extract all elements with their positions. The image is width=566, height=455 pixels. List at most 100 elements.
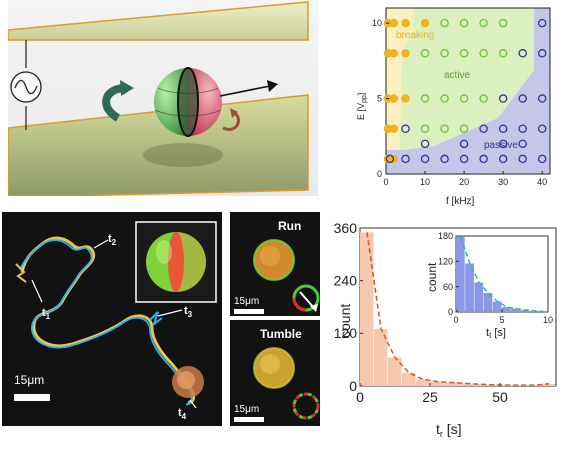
hist-y-tick-label: 360	[334, 220, 358, 236]
phase-marker-passive	[498, 124, 508, 133]
inset-fit-curve	[459, 236, 544, 312]
hist-x-tick-label: 25	[422, 389, 438, 405]
phase-marker-passive	[518, 94, 527, 103]
phase-marker-passive	[518, 124, 527, 133]
phase-marker-passive	[518, 49, 527, 58]
inset-bar	[456, 236, 465, 312]
phase-y-axis-label: E [Vpp]	[356, 93, 368, 120]
hist-x-axis-label: tr [s]	[436, 421, 462, 439]
phase-x-tick-label: 10	[420, 177, 430, 187]
svg-text:t4: t4	[178, 407, 187, 421]
hist-bar	[444, 382, 458, 386]
inset-y-tick-label: 0	[448, 307, 453, 317]
phase-marker-passive	[537, 94, 547, 103]
phase-marker-active	[420, 49, 430, 58]
phase-diagram: 0 10 20 30 40 0 5 10 breaking active passive E …	[348, 0, 562, 210]
inset-ticks: 0 5 10 0 60 120 180	[438, 231, 553, 325]
phase-marker-active	[459, 124, 469, 133]
inset-x-axis-label: tt [s]	[486, 327, 506, 340]
trajectory-path-blue	[19, 239, 193, 406]
region-label-passive: passive	[484, 140, 518, 151]
phase-y-tick-label: 10	[372, 18, 382, 28]
run-title: Run	[278, 219, 301, 233]
phase-markers	[383, 18, 547, 164]
phase-marker-active	[498, 18, 508, 28]
active-region	[386, 8, 534, 150]
phase-axes	[385, 7, 551, 175]
phase-marker-passive	[459, 154, 469, 164]
phase-marker-active	[479, 94, 488, 103]
phase-y-tick-label: 5	[377, 94, 382, 104]
hist-bar	[458, 383, 472, 386]
phase-x-tick-label: 40	[537, 177, 547, 187]
phase-marker-passive	[498, 139, 508, 149]
inset-x-tick-label: 10	[543, 315, 553, 325]
phase-marker-active	[479, 18, 488, 28]
run-panel: Run 15μm	[230, 212, 320, 316]
hist-bar	[374, 328, 388, 386]
phase-marker-breaking	[401, 18, 410, 28]
svg-text:t1: t1	[42, 307, 51, 321]
hist-y-tick-label: 120	[334, 325, 358, 341]
run-scale-bar-label: 15μm	[234, 296, 259, 307]
time-label-t3: t3	[157, 305, 193, 319]
tumble-scale-bar	[234, 417, 264, 422]
phase-marker-active	[498, 49, 508, 58]
phase-marker-active	[440, 124, 449, 133]
phase-marker-passive	[401, 154, 410, 164]
hist-bar	[542, 383, 556, 386]
inset-x-tick-label: 0	[453, 315, 458, 325]
traj-scale-bar	[14, 394, 50, 401]
phase-marker-breaking	[401, 94, 410, 103]
phase-marker-active	[420, 94, 430, 103]
phase-marker-passive	[420, 154, 430, 164]
phase-marker-passive	[518, 139, 527, 149]
phase-marker-breaking	[389, 94, 399, 103]
breaking-region	[386, 8, 414, 150]
small-rotation-arrow-icon	[222, 110, 240, 131]
bottom-electrode	[8, 94, 309, 196]
hist-bar	[472, 384, 486, 386]
tumble-panel: Tumble 15μm	[230, 320, 320, 426]
region-label-breaking: breaking	[396, 30, 434, 41]
phase-marker-breaking	[389, 124, 399, 133]
histogram-panel: 0 25 50 0 120 240 360 count tr [s] 0 5 10 0 60 120 1…	[332, 212, 564, 454]
phase-marker-passive	[498, 94, 508, 103]
phase-marker-passive	[401, 124, 410, 133]
phase-marker-passive	[518, 154, 527, 164]
hist-bars	[360, 232, 556, 386]
inset-bar	[511, 308, 520, 312]
ac-source-icon	[10, 71, 42, 103]
run-scale-bar	[234, 309, 264, 314]
top-electrode	[8, 1, 309, 41]
phase-marker-passive	[537, 154, 547, 164]
phase-marker-active	[440, 94, 449, 103]
hist-y-tick-label: 0	[349, 378, 357, 394]
hist-x-tick-label: 0	[356, 389, 364, 405]
inset-bar	[520, 309, 530, 312]
phase-marker-passive	[479, 154, 488, 164]
inset-bar	[474, 282, 484, 312]
rotation-arrow-icon	[102, 84, 124, 122]
phase-marker-passive	[385, 154, 395, 164]
phase-x-tick-label: 0	[383, 177, 388, 187]
phase-marker-active	[459, 49, 469, 58]
inset-bar	[483, 293, 493, 312]
phase-marker-breaking	[389, 18, 399, 28]
hist-bar	[514, 385, 528, 386]
phase-y-tick-label: 0	[377, 169, 382, 179]
phase-marker-active	[420, 124, 430, 133]
phase-marker-active	[440, 49, 449, 58]
tumble-dashed-icon	[292, 392, 320, 420]
time-label-t2: t2	[93, 233, 117, 249]
time-label-t1: t1	[31, 279, 51, 321]
inset-x-tick-label: 5	[499, 315, 504, 325]
hist-x-tick-label: 50	[492, 389, 508, 405]
hist-fit-curve	[366, 232, 550, 386]
hist-bar	[528, 385, 542, 386]
phase-x-tick-label: 20	[459, 177, 469, 187]
phase-marker-active	[459, 94, 469, 103]
trajectory-path-yellow	[20, 236, 196, 404]
run-direction-icon	[292, 284, 320, 312]
phase-x-tick-label: 30	[498, 177, 508, 187]
